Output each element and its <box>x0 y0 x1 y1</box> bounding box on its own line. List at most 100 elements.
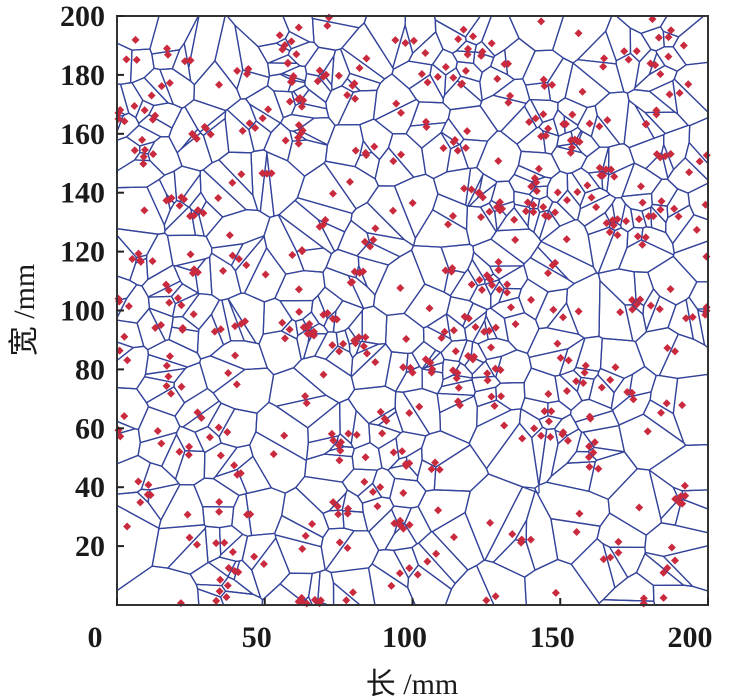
x-tick-label: 0 <box>88 621 103 654</box>
voronoi-cell <box>116 454 151 495</box>
seed-point <box>233 66 242 75</box>
voronoi-cell <box>368 407 397 426</box>
seed-point <box>308 519 317 528</box>
seed-point <box>692 225 701 234</box>
seed-point <box>656 153 665 162</box>
seed-point <box>702 151 711 160</box>
voronoi-cell <box>268 54 298 64</box>
voronoi-cell <box>447 105 499 142</box>
seed-point <box>656 70 665 79</box>
voronoi-cell <box>116 136 141 172</box>
seed-point <box>123 522 132 531</box>
seed-point <box>659 568 668 577</box>
voronoi-cell <box>628 365 657 398</box>
seed-point <box>399 489 408 498</box>
seed-point <box>477 51 486 60</box>
seed-point <box>657 408 666 417</box>
seed-point <box>670 204 679 213</box>
seed-point <box>175 447 184 456</box>
seed-point <box>301 531 310 540</box>
seed-point <box>663 343 672 352</box>
seed-point <box>544 124 553 133</box>
voronoi-cell <box>528 348 569 377</box>
seed-point <box>399 363 408 372</box>
y-tick-label: 40 <box>75 471 105 504</box>
voronoi-cell <box>198 200 224 238</box>
voronoi-cell <box>139 141 156 155</box>
seed-point <box>568 110 577 119</box>
seed-point <box>251 123 260 132</box>
seed-point <box>134 477 143 486</box>
seed-point <box>423 78 432 87</box>
voronoi-cell <box>250 149 268 213</box>
seed-point <box>592 203 601 212</box>
seed-point <box>130 102 139 111</box>
seed-point <box>449 73 458 82</box>
voronoi-cell <box>465 205 497 247</box>
voronoi-cell <box>310 294 329 327</box>
seed-point <box>600 54 609 63</box>
voronoi-cell <box>484 486 537 563</box>
seed-point <box>456 80 465 89</box>
y-tick-label: 140 <box>60 177 105 210</box>
seed-point <box>120 412 129 421</box>
voronoi-cell <box>116 283 151 324</box>
seed-point <box>678 401 687 410</box>
voronoi-cell <box>307 401 341 444</box>
seed-point <box>299 96 308 105</box>
seed-point <box>303 323 312 332</box>
seed-point <box>298 544 307 553</box>
voronoi-cell <box>405 352 421 374</box>
seed-point <box>563 196 572 205</box>
seed-point <box>581 361 590 370</box>
seed-point <box>294 139 303 148</box>
seed-point <box>237 319 246 328</box>
voronoi-cell <box>518 408 544 439</box>
seed-point <box>671 556 680 565</box>
voronoi-cell <box>574 410 620 433</box>
seed-point <box>589 448 598 457</box>
seed-point <box>324 13 333 22</box>
voronoi-cell <box>449 268 479 302</box>
seed-point <box>635 503 644 512</box>
seed-point <box>641 120 650 129</box>
seed-point <box>632 300 641 309</box>
seed-point <box>491 592 500 601</box>
seed-point <box>232 380 241 389</box>
voronoi-cell <box>489 265 523 280</box>
seed-point <box>599 62 608 71</box>
seed-point <box>580 368 589 377</box>
seed-point <box>663 563 672 572</box>
seed-point <box>151 111 160 120</box>
voronoi-cell <box>517 150 561 179</box>
seed-point <box>494 266 503 275</box>
voronoi-cell <box>611 391 652 426</box>
seed-point <box>662 399 671 408</box>
voronoi-cell <box>286 139 329 177</box>
seed-point <box>144 480 153 489</box>
seed-point <box>327 429 336 438</box>
seed-point <box>636 182 645 191</box>
seed-point <box>486 275 495 284</box>
seed-point <box>344 504 353 513</box>
seed-point <box>616 308 625 317</box>
seed-point <box>575 509 584 518</box>
seed-point <box>212 539 221 548</box>
seed-point <box>278 318 287 327</box>
seed-point <box>682 314 691 323</box>
voronoi-cell <box>642 399 685 444</box>
seed-point <box>188 129 197 138</box>
seed-point <box>280 334 289 343</box>
seed-point <box>638 198 647 207</box>
seed-point <box>629 395 638 404</box>
seed-point <box>224 563 233 572</box>
seed-point <box>455 401 464 410</box>
voronoi-cell <box>268 367 327 407</box>
seed-point <box>328 341 337 350</box>
voronoi-cell <box>648 80 679 115</box>
seed-point <box>185 533 194 542</box>
seed-point <box>369 235 378 244</box>
seed-point <box>258 114 267 123</box>
voronoi-cell <box>259 152 275 219</box>
seed-point <box>563 436 572 445</box>
